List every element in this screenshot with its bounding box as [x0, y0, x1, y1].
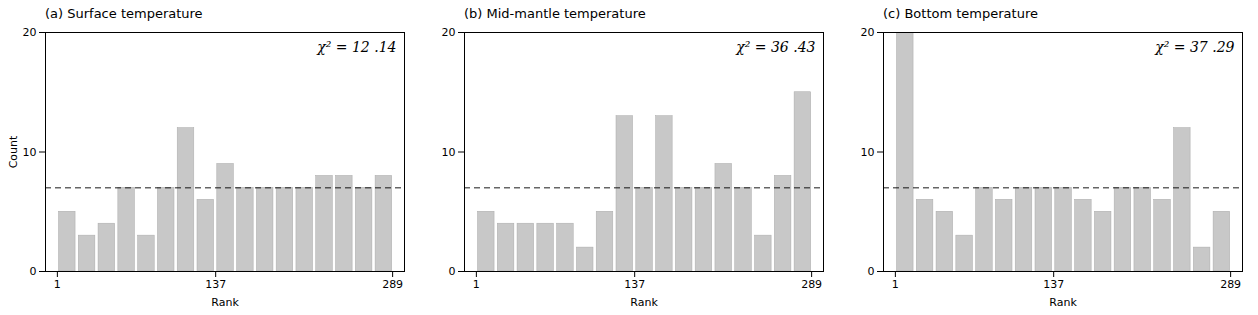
svg-text:χ² = 36 .43: χ² = 36 .43	[735, 39, 815, 55]
svg-text:10: 10	[861, 146, 875, 159]
svg-text:289: 289	[801, 278, 822, 291]
svg-text:Rank: Rank	[211, 296, 239, 309]
svg-text:20: 20	[861, 26, 875, 39]
html-text:(b) Mid-mantle temperature: (b) Mid-mantle temperature	[464, 6, 646, 21]
svg-text:0: 0	[30, 265, 37, 278]
svg-text:Count: Count	[7, 135, 20, 168]
svg-text:289: 289	[1220, 278, 1241, 291]
svg-text:0: 0	[868, 265, 875, 278]
svg-text:20: 20	[442, 26, 456, 39]
svg-text:χ² = 12 .14: χ² = 12 .14	[316, 39, 396, 55]
svg-text:10: 10	[23, 146, 37, 159]
svg-text:10: 10	[442, 146, 456, 159]
svg-text:137: 137	[624, 278, 645, 291]
svg-text:1: 1	[473, 278, 480, 291]
html-text:(a) Surface temperature: (a) Surface temperature	[45, 6, 203, 21]
svg-text:1: 1	[892, 278, 899, 291]
svg-text:χ² = 37 .29: χ² = 37 .29	[1154, 39, 1234, 55]
svg-text:20: 20	[23, 26, 37, 39]
svg-text:Rank: Rank	[1049, 296, 1077, 309]
svg-text:289: 289	[382, 278, 403, 291]
svg-text:Rank: Rank	[630, 296, 658, 309]
svg-text:137: 137	[205, 278, 226, 291]
svg-text:137: 137	[1043, 278, 1064, 291]
svg-text:1: 1	[54, 278, 61, 291]
html-text:(c) Bottom temperature: (c) Bottom temperature	[883, 6, 1038, 21]
svg-text:0: 0	[449, 265, 456, 278]
